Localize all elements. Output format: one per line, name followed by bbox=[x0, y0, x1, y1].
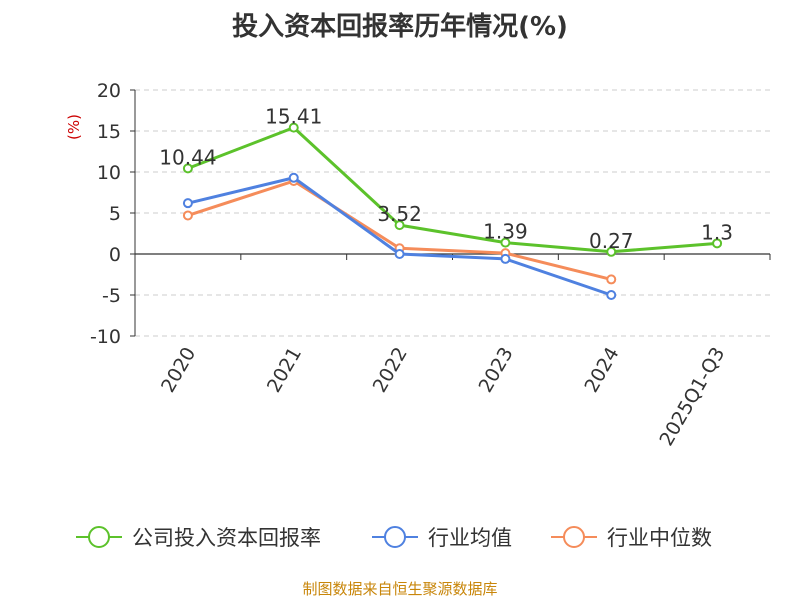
x-tick-label: 2024 bbox=[580, 344, 623, 397]
data-point bbox=[394, 220, 405, 231]
x-tick-label: 2025Q1-Q3 bbox=[655, 344, 729, 450]
y-tick-label: 0 bbox=[109, 244, 121, 266]
series-line bbox=[187, 179, 612, 281]
legend-label: 行业均值 bbox=[428, 526, 512, 550]
y-tick-label: 20 bbox=[97, 80, 121, 102]
data-point bbox=[288, 122, 299, 133]
y-tick-label: 5 bbox=[109, 203, 121, 225]
axes: 20 15 10 5 0 -5 -10 (%) 2020 2021 2022 2023 2024 2025… bbox=[65, 80, 771, 450]
data-label: 15.41 bbox=[265, 105, 322, 129]
legend-marker-circle bbox=[88, 526, 110, 548]
data-point bbox=[394, 249, 405, 259]
data-label: 1.3 bbox=[701, 220, 733, 244]
chart-title: 投入资本回报率历年情况(%) bbox=[232, 12, 568, 42]
data-label: 3.52 bbox=[377, 202, 422, 226]
data-point bbox=[288, 172, 299, 183]
data-point bbox=[182, 210, 193, 221]
data-point bbox=[606, 274, 617, 285]
x-tick-label: 2021 bbox=[263, 344, 306, 397]
data-point bbox=[500, 253, 511, 264]
data-point bbox=[606, 246, 617, 257]
data-point bbox=[712, 238, 723, 249]
y-tick-label: -5 bbox=[102, 285, 121, 307]
data-label: 1.39 bbox=[483, 220, 528, 244]
data-label: 10.44 bbox=[159, 145, 216, 169]
series-line bbox=[187, 126, 718, 254]
y-tick-label: 10 bbox=[97, 162, 121, 184]
x-tick-label: 2022 bbox=[369, 344, 412, 397]
data-point bbox=[182, 198, 193, 209]
legend: 公司投入资本回报率 行业均值 行业中位数 bbox=[76, 526, 712, 550]
source-footer: 制图数据来自恒生聚源数据库 bbox=[302, 580, 498, 598]
legend-marker-circle bbox=[384, 526, 406, 548]
data-point bbox=[606, 290, 617, 300]
series-lines bbox=[182, 122, 723, 300]
x-tick-label: 2023 bbox=[475, 344, 518, 397]
x-tick-label: 2020 bbox=[157, 344, 200, 397]
legend-marker-circle bbox=[563, 526, 585, 548]
data-labels: 10.44 15.41 3.52 1.39 0.27 1.3 bbox=[159, 105, 733, 253]
y-tick-label: 15 bbox=[97, 121, 121, 143]
data-point bbox=[500, 237, 511, 248]
legend-label: 公司投入资本回报率 bbox=[132, 526, 321, 550]
legend-label: 行业中位数 bbox=[607, 526, 712, 550]
data-label: 0.27 bbox=[589, 229, 634, 253]
y-tick-label: -10 bbox=[90, 326, 121, 348]
grid-lines bbox=[135, 89, 770, 337]
y-axis-unit-label: (%) bbox=[65, 114, 83, 140]
data-point bbox=[182, 163, 193, 174]
